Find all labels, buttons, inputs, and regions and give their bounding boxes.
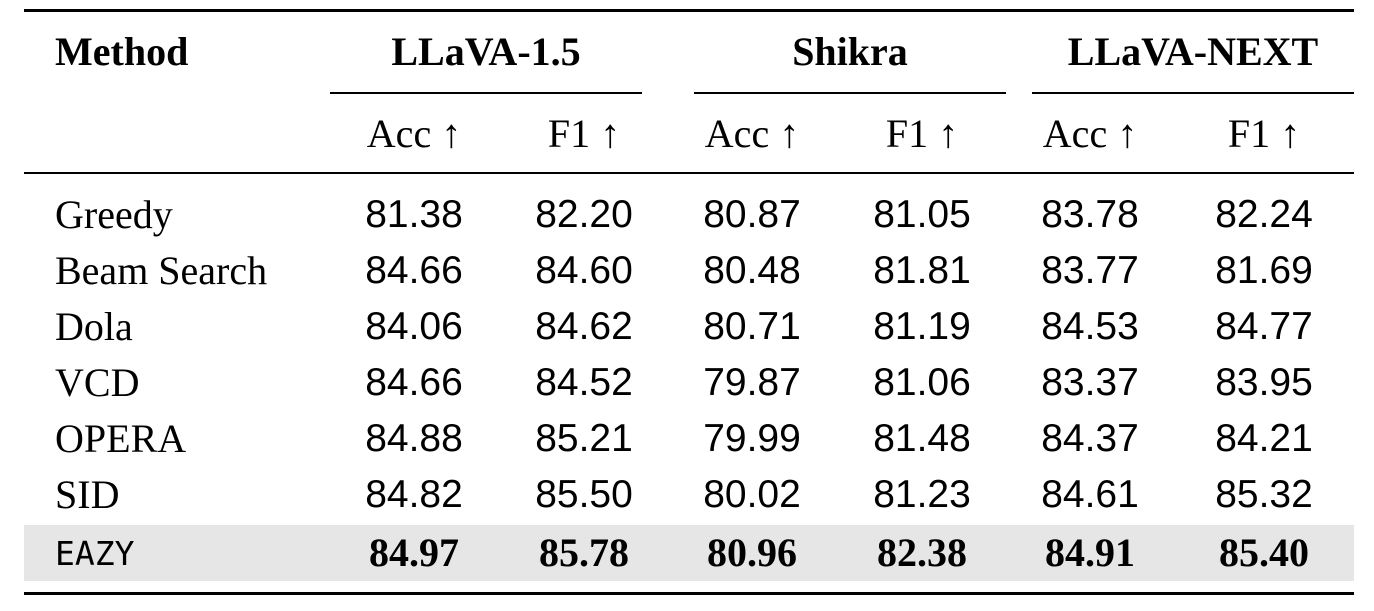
table-cell-best: 84.97: [369, 530, 459, 575]
table-cell: 85.50: [535, 473, 633, 516]
row-method: Beam Search: [55, 248, 268, 293]
row-method: Greedy: [55, 192, 173, 237]
table-cell-best: 82.38: [877, 530, 967, 575]
table-cell: 84.60: [535, 249, 633, 292]
header-method: Method: [55, 29, 189, 74]
table-cell: 83.95: [1215, 361, 1313, 404]
row-method: OPERA: [55, 416, 187, 461]
table-cell: 81.69: [1215, 249, 1313, 292]
header-f1: F1 ↑: [547, 111, 621, 156]
table-cell: 84.52: [535, 361, 633, 404]
table-cell: 80.48: [703, 249, 801, 292]
table-cell: 84.62: [535, 305, 633, 348]
table-cell: 81.05: [873, 193, 971, 236]
table-cell: 85.32: [1215, 473, 1313, 516]
bottom-rule: [24, 592, 1354, 595]
table-cell: 84.66: [365, 361, 463, 404]
table-cell: 84.37: [1041, 417, 1139, 460]
table-cell: 84.21: [1215, 417, 1313, 460]
header-acc: Acc ↑: [366, 111, 462, 156]
table-cell-best: 84.91: [1045, 530, 1135, 575]
table-cell: 84.61: [1041, 473, 1139, 516]
header-f1: F1 ↑: [1227, 111, 1301, 156]
row-method: VCD: [55, 360, 140, 405]
table-cell: 82.24: [1215, 193, 1313, 236]
header-acc: Acc ↑: [704, 111, 800, 156]
header-model-llava-1-5: LLaVA-1.5: [391, 29, 581, 74]
table-cell: 80.02: [703, 473, 801, 516]
table-cell: 84.66: [365, 249, 463, 292]
table-cell-best: 85.78: [539, 530, 629, 575]
table-cell: 81.23: [873, 473, 971, 516]
row-method: SID: [55, 472, 120, 517]
table-cell: 79.99: [703, 417, 801, 460]
table-cell: 81.38: [365, 193, 463, 236]
header-model-shikra: Shikra: [792, 29, 908, 74]
table-cell: 81.48: [873, 417, 971, 460]
header-model-llava-next: LLaVA-NEXT: [1067, 29, 1319, 74]
row-method-ours: EAZY: [55, 534, 135, 573]
highlight-row-background: [24, 525, 1354, 581]
table-cell: 83.37: [1041, 361, 1139, 404]
group-rule-shikra: [694, 92, 1006, 94]
table-cell: 84.88: [365, 417, 463, 460]
table-cell: 81.06: [873, 361, 971, 404]
row-method: Dola: [55, 304, 133, 349]
table-cell-best: 85.40: [1219, 530, 1309, 575]
table-cell: 80.87: [703, 193, 801, 236]
table-cell: 80.71: [703, 305, 801, 348]
table-cell: 84.06: [365, 305, 463, 348]
header-acc: Acc ↑: [1042, 111, 1138, 156]
table-cell: 83.78: [1041, 193, 1139, 236]
top-rule: [24, 9, 1354, 12]
table-cell-best: 80.96: [707, 530, 797, 575]
table-cell: 84.53: [1041, 305, 1139, 348]
table-cell: 81.19: [873, 305, 971, 348]
table-cell: 85.21: [535, 417, 633, 460]
table-cell: 79.87: [703, 361, 801, 404]
table-cell: 83.77: [1041, 249, 1139, 292]
table-cell: 82.20: [535, 193, 633, 236]
table-cell: 84.77: [1215, 305, 1313, 348]
header-f1: F1 ↑: [885, 111, 959, 156]
table-cell: 81.81: [873, 249, 971, 292]
group-rule-llava-next: [1032, 92, 1354, 94]
header-rule: [24, 172, 1354, 174]
group-rule-llava-1-5: [330, 92, 642, 94]
table-cell: 84.82: [365, 473, 463, 516]
